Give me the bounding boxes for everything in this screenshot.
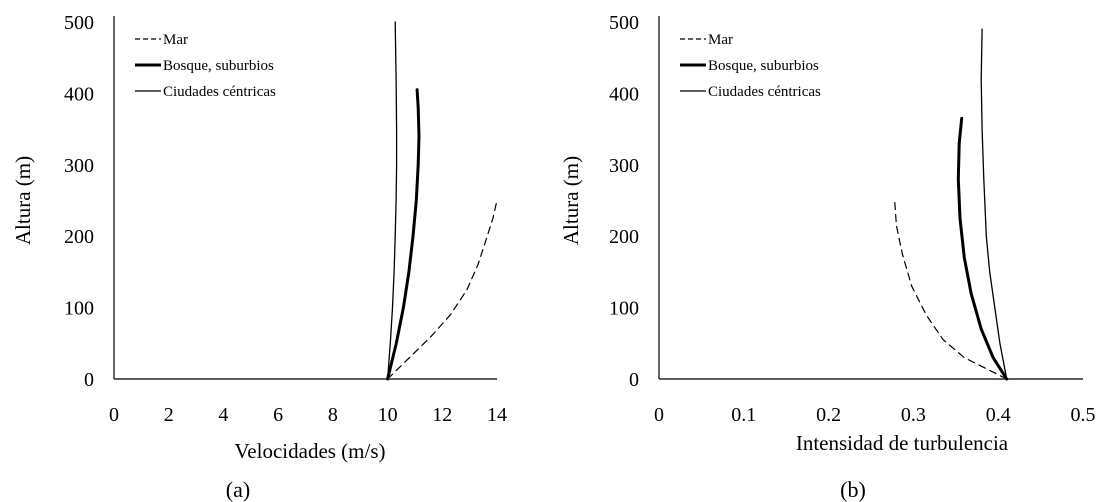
panel-b: 0 100 200 300 400 500 0 0.1 0.2 0.3 0.4 0.5 Intensid… xyxy=(559,12,1096,502)
x-tick-label: 0.3 xyxy=(901,404,926,426)
panel-a: 0 100 200 300 400 500 0 2 4 6 8 10 12 14 Velocidades (… xyxy=(11,12,507,502)
y-tick-label: 400 xyxy=(64,83,94,105)
x-tick-label: 0.5 xyxy=(1071,404,1096,426)
series-line-thick xyxy=(386,88,421,381)
y-axis-title: Altura (m) xyxy=(11,156,35,245)
x-tick-label: 0.4 xyxy=(986,404,1011,426)
y-tick-label: 0 xyxy=(629,369,639,391)
legend-label: Bosque, suburbios xyxy=(708,58,819,74)
x-tick-label: 0 xyxy=(654,404,664,426)
legend-label: Ciudades céntricas xyxy=(163,84,276,100)
x-axis-title: Velocidades (m/s) xyxy=(234,439,385,463)
panel-label: (b) xyxy=(840,477,866,502)
legend-label: Mar xyxy=(708,32,733,48)
series-line-thick xyxy=(956,116,1009,381)
legend-label: Mar xyxy=(163,32,188,48)
series-line-thin xyxy=(386,21,398,380)
y-tick-label: 200 xyxy=(609,226,639,248)
x-tick-label: 14 xyxy=(487,404,507,426)
y-tick-label: 400 xyxy=(609,83,639,105)
series-line-dashed xyxy=(387,199,498,380)
y-tick-label: 300 xyxy=(64,155,94,177)
y-tick-label: 200 xyxy=(64,226,94,248)
y-tick-label: 0 xyxy=(84,369,94,391)
x-tick-label: 10 xyxy=(378,404,398,426)
y-tick-label: 100 xyxy=(609,298,639,320)
y-tick-label: 500 xyxy=(64,12,94,34)
x-tick-label: 2 xyxy=(164,404,174,426)
y-axis-title: Altura (m) xyxy=(559,156,583,245)
legend-label: Ciudades céntricas xyxy=(708,84,821,100)
legend-label: Bosque, suburbios xyxy=(163,58,274,74)
panel-label: (a) xyxy=(226,477,250,502)
x-tick-label: 0 xyxy=(109,404,119,426)
y-tick-label: 500 xyxy=(609,12,639,34)
x-tick-label: 4 xyxy=(218,404,228,426)
x-tick-label: 8 xyxy=(328,404,338,426)
x-tick-label: 6 xyxy=(273,404,283,426)
x-tick-label: 0.2 xyxy=(816,404,841,426)
series-line-thin xyxy=(980,28,1008,380)
x-tick-label: 12 xyxy=(432,404,452,426)
y-tick-label: 300 xyxy=(609,155,639,177)
x-tick-label: 0.1 xyxy=(731,404,756,426)
y-tick-label: 100 xyxy=(64,298,94,320)
x-axis-title: Intensidad de turbulencia xyxy=(796,431,1009,455)
